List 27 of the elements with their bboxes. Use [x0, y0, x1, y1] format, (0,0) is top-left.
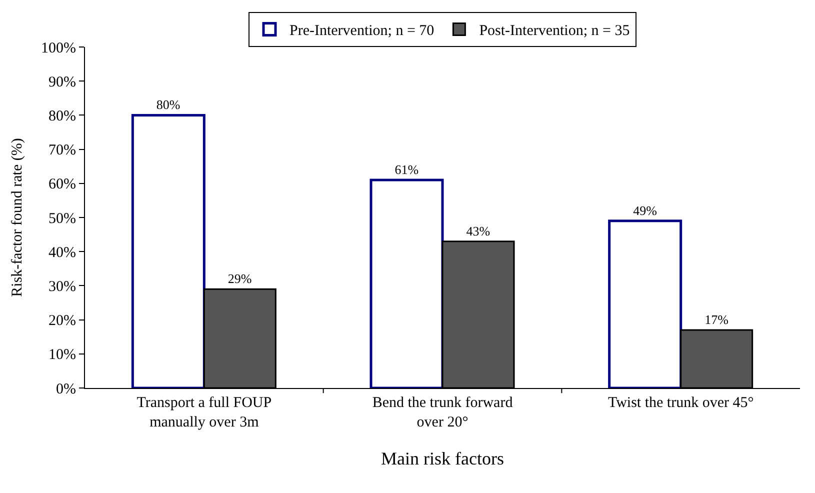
data-label: 43% — [466, 223, 490, 238]
x-tick-label: Twist the trunk over 45° — [608, 395, 754, 411]
data-label: 29% — [228, 271, 252, 286]
y-tick-label: 40% — [48, 244, 76, 261]
y-tick-label: 30% — [48, 278, 76, 295]
y-tick-label: 10% — [48, 347, 76, 364]
y-axis-title: Risk-factor found rate (%) — [9, 138, 26, 297]
x-axis-title: Main risk factors — [381, 448, 504, 469]
y-tick-label: 100% — [41, 40, 76, 56]
bar — [608, 220, 682, 388]
y-tick-label: 70% — [48, 142, 76, 159]
data-label: 17% — [704, 312, 729, 328]
y-tick-label: 60% — [48, 176, 76, 193]
y-tick-label: 80% — [48, 108, 76, 124]
legend-label: Pre-Intervention; n = 70 — [290, 23, 434, 40]
data-label: 49% — [633, 202, 658, 218]
y-tick-label: 90% — [48, 74, 76, 90]
bar — [370, 178, 444, 388]
x-tick-label: Transport a full FOUP manually over 3m — [136, 395, 272, 430]
bar — [131, 114, 206, 388]
data-label: 61% — [394, 162, 419, 177]
y-tick-label: 0% — [56, 381, 76, 398]
x-tick-label: Bend the trunk forward over 20° — [372, 395, 514, 430]
data-label: 80% — [156, 97, 180, 112]
y-tick-label: 20% — [48, 313, 76, 330]
y-tick-label: 50% — [48, 210, 76, 227]
legend-label: Post-Intervention; n = 35 — [479, 23, 630, 40]
